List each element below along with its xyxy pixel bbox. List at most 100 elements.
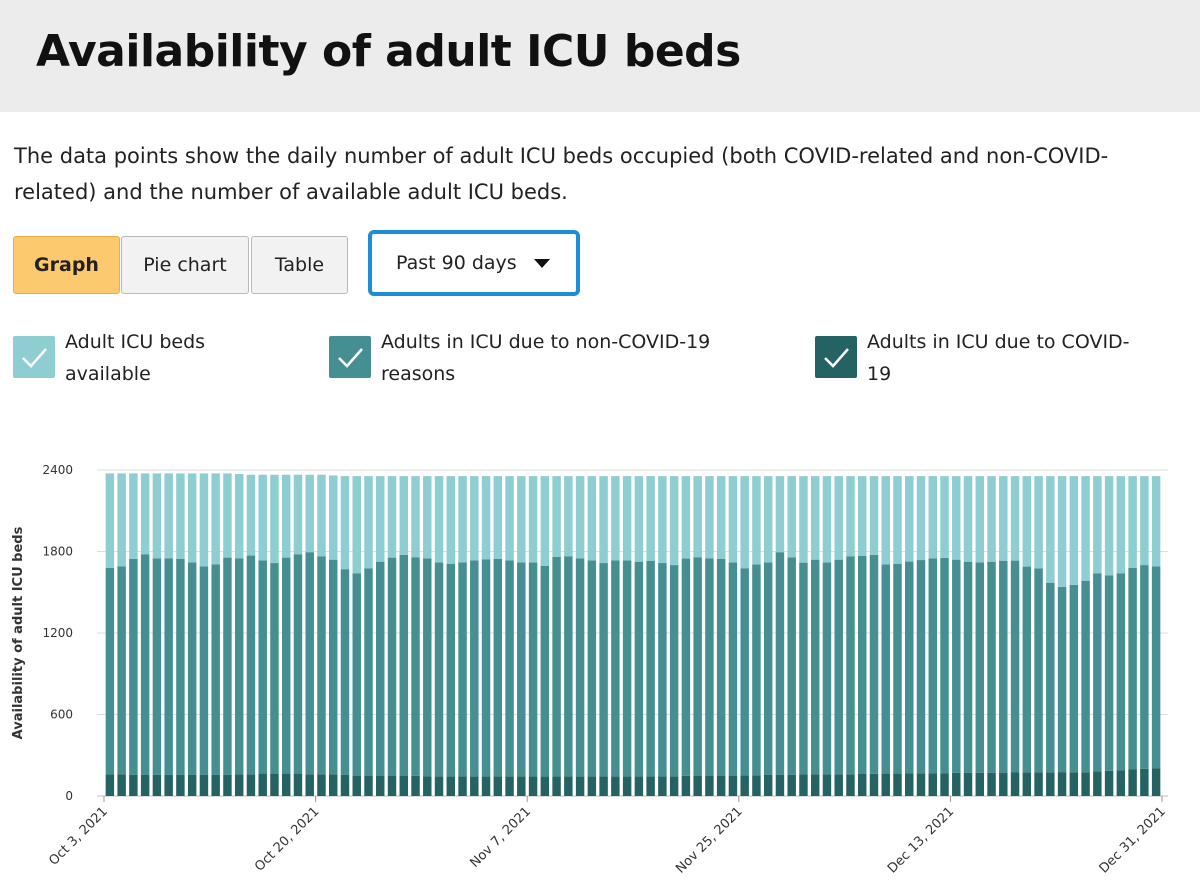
- bar-segment: [999, 560, 1008, 773]
- bar-segment: [270, 773, 279, 796]
- legend-toggle-non-covid[interactable]: Adults in ICU due to non-COVID-19 reason…: [329, 326, 726, 390]
- bar-segment: [258, 773, 267, 796]
- bar-segment: [1069, 476, 1079, 585]
- bar-segment: [634, 561, 644, 777]
- bar-segment: [317, 774, 326, 796]
- bar-segment: [152, 774, 162, 796]
- bar-segment: [858, 555, 867, 774]
- bar-segment: [317, 474, 326, 557]
- bar-segment: [1069, 772, 1079, 796]
- bar-segment: [611, 776, 620, 796]
- bar-segment: [846, 556, 855, 775]
- bar-segment: [599, 476, 608, 564]
- bar-segment: [458, 562, 467, 777]
- bar-segment: [129, 558, 138, 775]
- bar-segment: [669, 565, 679, 777]
- bar-segment: [705, 476, 714, 559]
- bar-segment: [1022, 772, 1032, 796]
- bar-segment: [117, 566, 126, 775]
- bar-segment: [140, 473, 150, 555]
- bar-segment: [199, 566, 209, 775]
- x-tick-label: Dec 13, 2021: [885, 804, 957, 876]
- bar-segment: [634, 476, 644, 562]
- bar-segment: [140, 554, 150, 775]
- bar-segment: [987, 561, 996, 773]
- pie-chart-tab-button[interactable]: Pie chart: [121, 236, 249, 294]
- bar-segment: [716, 775, 726, 797]
- bar-segment: [905, 561, 914, 774]
- legend-toggle-available[interactable]: Adult ICU beds available: [13, 326, 235, 390]
- bar-segment: [799, 562, 808, 775]
- bar-segment: [681, 558, 691, 776]
- bar-segment: [893, 773, 902, 796]
- bar-segment: [399, 775, 408, 797]
- bar-segment: [376, 775, 385, 797]
- bar-segment: [317, 556, 326, 775]
- table-tab-button[interactable]: Table: [251, 236, 348, 294]
- bar-segment: [387, 476, 397, 558]
- bar-segment: [1046, 476, 1055, 583]
- y-tick-label: 600: [50, 708, 73, 722]
- bar-segment: [975, 562, 985, 773]
- bar-segment: [552, 776, 561, 796]
- bar-segment: [1046, 582, 1055, 773]
- legend-checkbox-non-covid[interactable]: [329, 336, 371, 378]
- bar-segment: [928, 558, 937, 774]
- bar-segment: [481, 476, 491, 560]
- bar-segment: [270, 474, 279, 564]
- bar-segment: [728, 476, 738, 563]
- bar-segment: [952, 772, 961, 796]
- legend-checkbox-covid[interactable]: [815, 336, 857, 378]
- bar-segment: [281, 557, 291, 774]
- bar-segment: [1081, 476, 1090, 581]
- bar-segment: [716, 476, 726, 559]
- header-band: Availability of adult ICU beds: [0, 0, 1200, 112]
- legend-label-available: Adult ICU beds available: [65, 331, 206, 385]
- bar-segment: [305, 552, 314, 775]
- bar-segment: [246, 555, 256, 775]
- bar-segment: [858, 774, 867, 796]
- bar-segment: [423, 558, 432, 777]
- bar-segment: [658, 776, 667, 796]
- bar-segment: [352, 573, 361, 776]
- bar-segment: [822, 562, 832, 775]
- bar-segment: [799, 476, 808, 563]
- bar-segment: [258, 560, 267, 774]
- bar-segment: [187, 562, 197, 775]
- bar-segment: [552, 556, 561, 777]
- bar-segment: [387, 557, 397, 776]
- bar-segment: [528, 776, 538, 796]
- bar-segment: [587, 776, 597, 796]
- legend-toggle-covid[interactable]: Adults in ICU due to COVID-19: [815, 326, 1147, 390]
- x-tick-label: Oct 3, 2021: [46, 804, 111, 869]
- legend-checkbox-available[interactable]: [13, 336, 55, 378]
- bar-segment: [693, 775, 702, 797]
- check-icon: [824, 348, 849, 368]
- bar-segment: [881, 564, 890, 774]
- bar-segment: [575, 776, 585, 796]
- bar-segment: [622, 476, 632, 561]
- bar-segment: [234, 774, 244, 796]
- bar-segment: [940, 773, 949, 796]
- bar-segment: [693, 476, 702, 558]
- bar-segment: [952, 559, 961, 773]
- bar-segment: [822, 476, 832, 563]
- bar-segment: [540, 476, 550, 566]
- bar-segment: [1010, 476, 1020, 561]
- bar-segment: [575, 558, 585, 777]
- bar-segment: [810, 774, 820, 796]
- bar-segment: [787, 774, 796, 796]
- bar-segment: [763, 476, 773, 563]
- bar-segment: [834, 774, 843, 796]
- bar-segment: [952, 476, 961, 560]
- check-icon: [338, 348, 363, 368]
- bar-segment: [775, 552, 785, 775]
- graph-tab-button[interactable]: Graph: [13, 236, 120, 294]
- bar-segment: [1151, 476, 1161, 567]
- bar-segment: [129, 473, 138, 559]
- bar-segment: [1010, 772, 1020, 796]
- bar-segment: [517, 562, 526, 777]
- bar-segment: [470, 776, 479, 796]
- time-range-select[interactable]: Past 90 days: [368, 230, 580, 296]
- bar-segment: [270, 563, 279, 774]
